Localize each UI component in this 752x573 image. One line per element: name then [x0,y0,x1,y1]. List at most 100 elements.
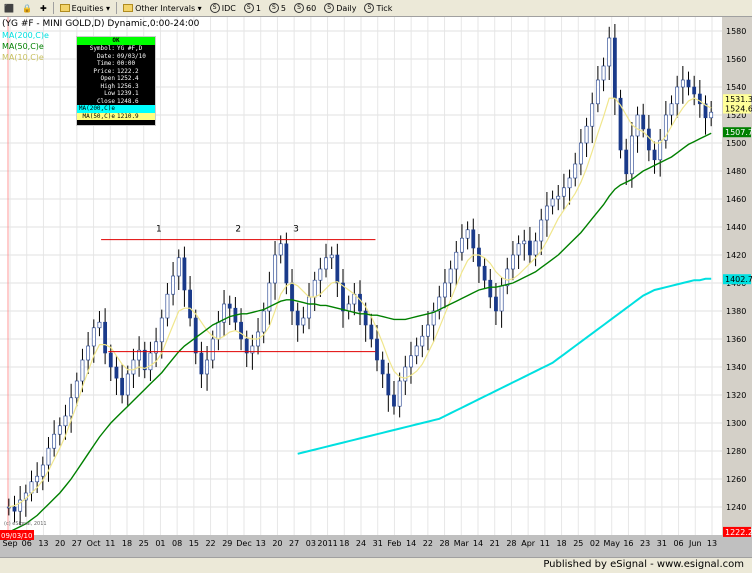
candle-body [556,195,561,200]
toolbar-other-intervals[interactable]: Other Intervals ▾ [120,1,205,15]
candle-body [601,65,606,81]
toolbar-idc[interactable]: S IDC [207,1,239,15]
candle-body [646,128,651,151]
candle-body [301,317,306,326]
ma200-line [297,277,712,455]
y-tick-label: 1560 [726,55,746,64]
candle-body [709,111,714,119]
candle-body [125,373,130,396]
candle-body [108,352,113,368]
candle-body [477,247,481,267]
last-value-label: 1222.2 [725,528,752,537]
candle-body [697,93,702,105]
data-row: Price: 1222.2 [93,67,139,75]
lock-icon[interactable]: 🔒 [21,3,32,13]
y-tick-label: 1420 [726,251,746,260]
candle-body [171,275,175,295]
toolbar-equities[interactable]: Equities ▾ [57,1,113,15]
candle-body [652,149,657,161]
x-tick-label: 28 [506,539,516,548]
toolbar-tick[interactable]: S Tick [361,1,395,15]
x-tick-label: 11 [540,539,550,548]
last-value-label: 1402.7 [725,275,752,284]
candle-body [397,380,402,407]
resize-icon[interactable]: ⬛ [4,3,14,13]
y-tick-label: 1580 [726,27,746,36]
last-value-label: 1531.3 [725,95,752,104]
candle-body [341,282,345,312]
candle-body [57,425,62,435]
toolbar-daily[interactable]: S Daily [321,1,359,15]
candle-body [312,279,317,298]
toolbar-label: 60 [306,3,317,13]
x-tick-label: Feb [387,539,401,548]
interval-icon: S [243,3,254,13]
candle-body [148,352,153,371]
candle-body [267,282,272,312]
candle-body [675,86,680,105]
candle-body [46,447,51,466]
candle-body [335,254,340,284]
candle-body [74,380,79,399]
left-date-tag [0,530,34,540]
x-tick-label: Sep [2,539,17,548]
candle-body [131,359,136,375]
candle-body [18,499,23,512]
data-row: Low 1239.1 [104,90,139,97]
toolbar-label: Tick [376,3,393,13]
toolbar-label: 1 [255,3,261,13]
y-tick-label: 1280 [726,447,746,456]
y-tick-label: 1260 [726,475,746,484]
x-tick-label: 27 [72,539,82,548]
candle-body [261,310,266,333]
last-value-tag [723,274,751,285]
candle-body [137,349,142,361]
x-tick-label: 20 [55,539,65,548]
last-value-tag [723,94,751,105]
legend-entry: MA(200,C)e [2,31,49,40]
footer: Published by eSignal - www.esignal.com [0,557,752,573]
candle-body [35,475,40,483]
x-tick-label: 27 [289,539,299,548]
x-tick-label: 06 [673,539,683,548]
x-tick-label: 31 [657,539,667,548]
x-tick-label: 08 [172,539,182,548]
candle-body [97,321,102,329]
toolbar: ⬛ 🔒 ✚ Equities ▾ Other Intervals ▾ S IDC … [0,0,752,17]
last-value-label: 1524.6 [725,105,752,114]
x-tick-label: 28 [439,539,449,548]
candle-body [494,296,498,312]
candle-body [448,268,453,284]
last-value-label: 1507.7 [725,128,752,137]
x-tick-label: 13 [256,539,266,548]
toolbar-60[interactable]: S 60 [291,1,319,15]
y-tick-label: 1340 [726,363,746,372]
toolbar-label: Equities [71,3,104,13]
candle-body [52,433,57,449]
last-value-tag [723,526,751,537]
candle-body [227,303,232,309]
annotation-label: 3 [293,224,299,234]
candle-body [595,79,600,105]
candle-body [658,139,663,161]
x-tick-label: 02 [590,539,600,548]
candle-body [278,243,283,256]
y-tick-label: 1540 [726,83,746,92]
y-tick-label: 1360 [726,335,746,344]
x-tick-label: 15 [189,539,199,548]
candle-body [511,254,515,270]
candle-body [284,243,289,284]
candle-body [210,338,215,361]
x-tick-label: 18 [339,539,349,548]
y-tick-label: 1520 [726,111,746,120]
add-icon[interactable]: ✚ [39,3,47,13]
x-tick-label: Jun [688,539,702,548]
candle-body [165,293,170,319]
candle-body [465,229,470,239]
candle-body [182,257,187,291]
candle-body [686,79,691,88]
data-window: OK Symbol: YG #F,D Date: 09/03/10 Time: 00:… [76,36,156,126]
last-value-tag [723,103,751,114]
